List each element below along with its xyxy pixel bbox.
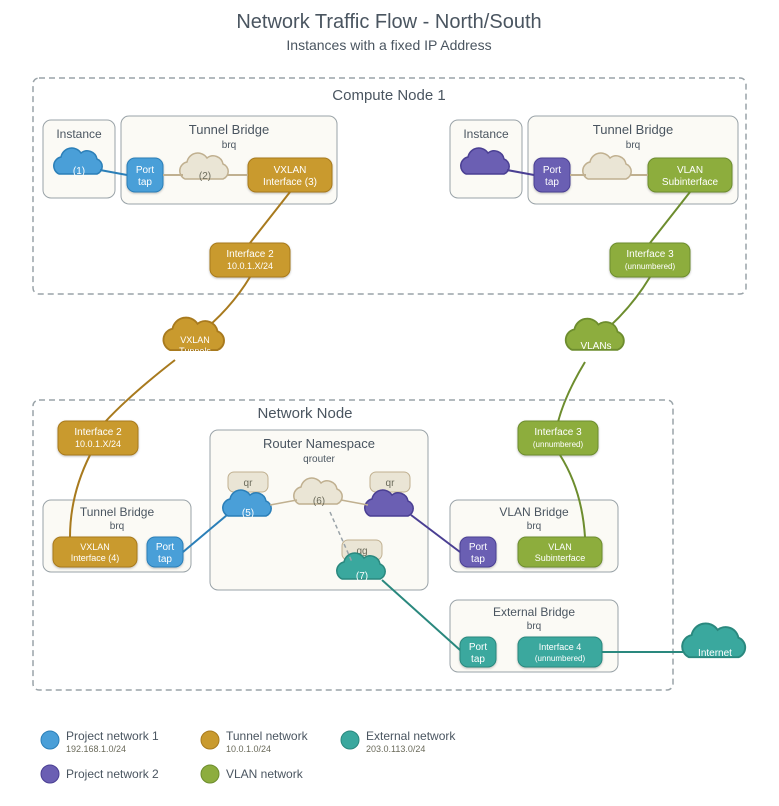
- svg-text:(6): (6): [313, 496, 325, 507]
- compute-title: Compute Node 1: [332, 87, 445, 104]
- vxlan-tunnels-cloud: VXLANTunnels: [163, 318, 224, 356]
- svg-text:Interface 4: Interface 4: [539, 642, 582, 652]
- svg-text:tap: tap: [158, 554, 172, 565]
- svg-text:Tunnel Bridge: Tunnel Bridge: [80, 505, 155, 519]
- svg-text:brq: brq: [110, 521, 124, 532]
- svg-text:Tunnel Bridge: Tunnel Bridge: [593, 122, 673, 137]
- legend: Project network 1192.168.1.0/24 Project …: [41, 729, 456, 783]
- svg-text:Port: Port: [136, 165, 155, 176]
- svg-text:qr: qr: [386, 478, 396, 489]
- svg-text:VLAN: VLAN: [548, 542, 572, 552]
- port-tap-2: Porttap: [534, 158, 570, 192]
- svg-text:VXLAN: VXLAN: [274, 165, 307, 176]
- svg-text:brq: brq: [626, 140, 640, 151]
- svg-text:Tunnel network: Tunnel network: [226, 729, 309, 743]
- svg-text:Internet: Internet: [698, 648, 732, 659]
- svg-text:Router Namespace: Router Namespace: [263, 436, 375, 451]
- svg-text:VLAN Bridge: VLAN Bridge: [499, 505, 569, 519]
- iface-2-net: Interface 210.0.1.X/24: [58, 421, 138, 455]
- svg-text:10.0.1.0/24: 10.0.1.0/24: [226, 744, 271, 754]
- vlan-subif: VLANSubinterface: [648, 158, 732, 192]
- page-subtitle: Instances with a fixed IP Address: [286, 37, 491, 53]
- port-tap-1: Porttap: [127, 158, 163, 192]
- svg-text:VLAN: VLAN: [677, 165, 703, 176]
- iface-4: Interface 4 (unnumbered): [518, 637, 602, 667]
- port-tap-3: Porttap: [147, 537, 183, 567]
- svg-text:qrouter: qrouter: [303, 454, 335, 465]
- svg-text:Tunnels: Tunnels: [179, 346, 211, 356]
- vxlan-iface-4: VXLANInterface (4): [53, 537, 137, 567]
- svg-text:tap: tap: [138, 177, 152, 188]
- svg-text:VLANs: VLANs: [580, 341, 611, 352]
- svg-text:brq: brq: [527, 621, 541, 632]
- svg-text:Port: Port: [469, 642, 488, 653]
- svg-text:(unnumbered): (unnumbered): [533, 440, 584, 449]
- vxlan-iface-3: VXLANInterface (3): [248, 158, 332, 192]
- svg-text:tap: tap: [471, 554, 485, 565]
- svg-text:Port: Port: [543, 165, 562, 176]
- svg-text:VLAN network: VLAN network: [226, 767, 304, 781]
- svg-text:External network: External network: [366, 729, 456, 743]
- internet-cloud: Internet: [682, 623, 745, 659]
- svg-text:Subinterface: Subinterface: [662, 177, 719, 188]
- svg-text:(5): (5): [242, 508, 254, 519]
- port-tap-5: Porttap: [460, 637, 496, 667]
- vlans-cloud: VLANs: [566, 319, 624, 352]
- iface-3-compute: Interface 3 (unnumbered): [610, 243, 690, 277]
- svg-text:(unnumbered): (unnumbered): [625, 262, 676, 271]
- svg-text:Interface 2: Interface 2: [226, 249, 274, 260]
- tunnel-bridge-label: Tunnel Bridge: [189, 122, 269, 137]
- svg-text:(7): (7): [356, 571, 368, 582]
- network-title: Network Node: [257, 405, 352, 422]
- svg-text:Interface 3: Interface 3: [534, 427, 582, 438]
- svg-text:qr: qr: [244, 478, 254, 489]
- vlan-subif-net: VLANSubinterface: [518, 537, 602, 567]
- iface-2-compute: Interface 210.0.1.X/24: [210, 243, 290, 277]
- svg-text:203.0.113.0/24: 203.0.113.0/24: [366, 744, 425, 754]
- svg-text:Project network 2: Project network 2: [66, 767, 159, 781]
- svg-text:tap: tap: [545, 177, 559, 188]
- svg-text:(2): (2): [199, 171, 211, 182]
- network-diagram: Network Traffic Flow - North/South Insta…: [0, 0, 779, 806]
- iface-3-net: Interface 3 (unnumbered): [518, 421, 598, 455]
- instance-a-label: Instance: [56, 127, 102, 141]
- svg-text:Interface (4): Interface (4): [71, 553, 120, 563]
- page-title: Network Traffic Flow - North/South: [236, 11, 541, 33]
- instance-b-label: Instance: [463, 127, 509, 141]
- svg-text:External Bridge: External Bridge: [493, 605, 575, 619]
- svg-text:10.0.1.X/24: 10.0.1.X/24: [227, 261, 273, 271]
- svg-text:10.0.1.X/24: 10.0.1.X/24: [75, 439, 121, 449]
- svg-text:Port: Port: [156, 542, 175, 553]
- svg-text:Project network 1: Project network 1: [66, 729, 159, 743]
- svg-text:VXLAN: VXLAN: [180, 335, 210, 345]
- brq-label-1: brq: [222, 140, 236, 151]
- svg-text:Interface 2: Interface 2: [74, 427, 122, 438]
- svg-text:(unnumbered): (unnumbered): [535, 654, 586, 663]
- svg-text:VXLAN: VXLAN: [80, 542, 110, 552]
- svg-text:Subinterface: Subinterface: [535, 553, 586, 563]
- svg-text:(1): (1): [73, 166, 85, 177]
- svg-text:tap: tap: [471, 654, 485, 665]
- svg-text:brq: brq: [527, 521, 541, 532]
- svg-text:Port: Port: [469, 542, 488, 553]
- svg-text:Interface 3: Interface 3: [626, 249, 674, 260]
- svg-text:192.168.1.0/24: 192.168.1.0/24: [66, 744, 126, 754]
- port-tap-4: Porttap: [460, 537, 496, 567]
- svg-text:Interface (3): Interface (3): [263, 177, 317, 188]
